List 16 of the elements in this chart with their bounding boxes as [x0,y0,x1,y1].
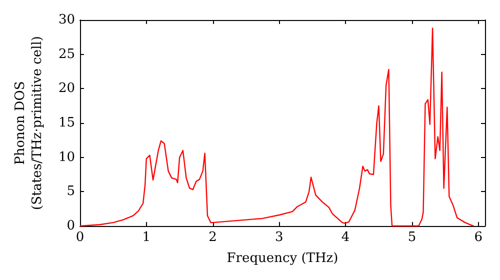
x-axis-title: Frequency (THz) [226,251,338,266]
y-tick-label: 5 [66,184,75,200]
x-tick-label: 2 [208,230,217,245]
x-tick-label: 5 [408,230,416,245]
x-tick-label: 1 [142,230,151,245]
y-tick-label: 10 [58,150,75,165]
x-tick-label: 3 [275,230,284,245]
x-tick-label: 4 [341,230,350,245]
y-tick-label: 30 [58,12,75,28]
y-tick-label: 25 [58,46,75,62]
x-tick-label: 6 [474,230,482,245]
y-tick-label: 20 [58,81,75,96]
y-tick-label: 0 [66,218,75,234]
y-tick-label: 15 [58,116,75,130]
y-axis-title: Phonon DOS (States/THz·primitive cell) [13,36,45,210]
line-series [79,28,474,227]
